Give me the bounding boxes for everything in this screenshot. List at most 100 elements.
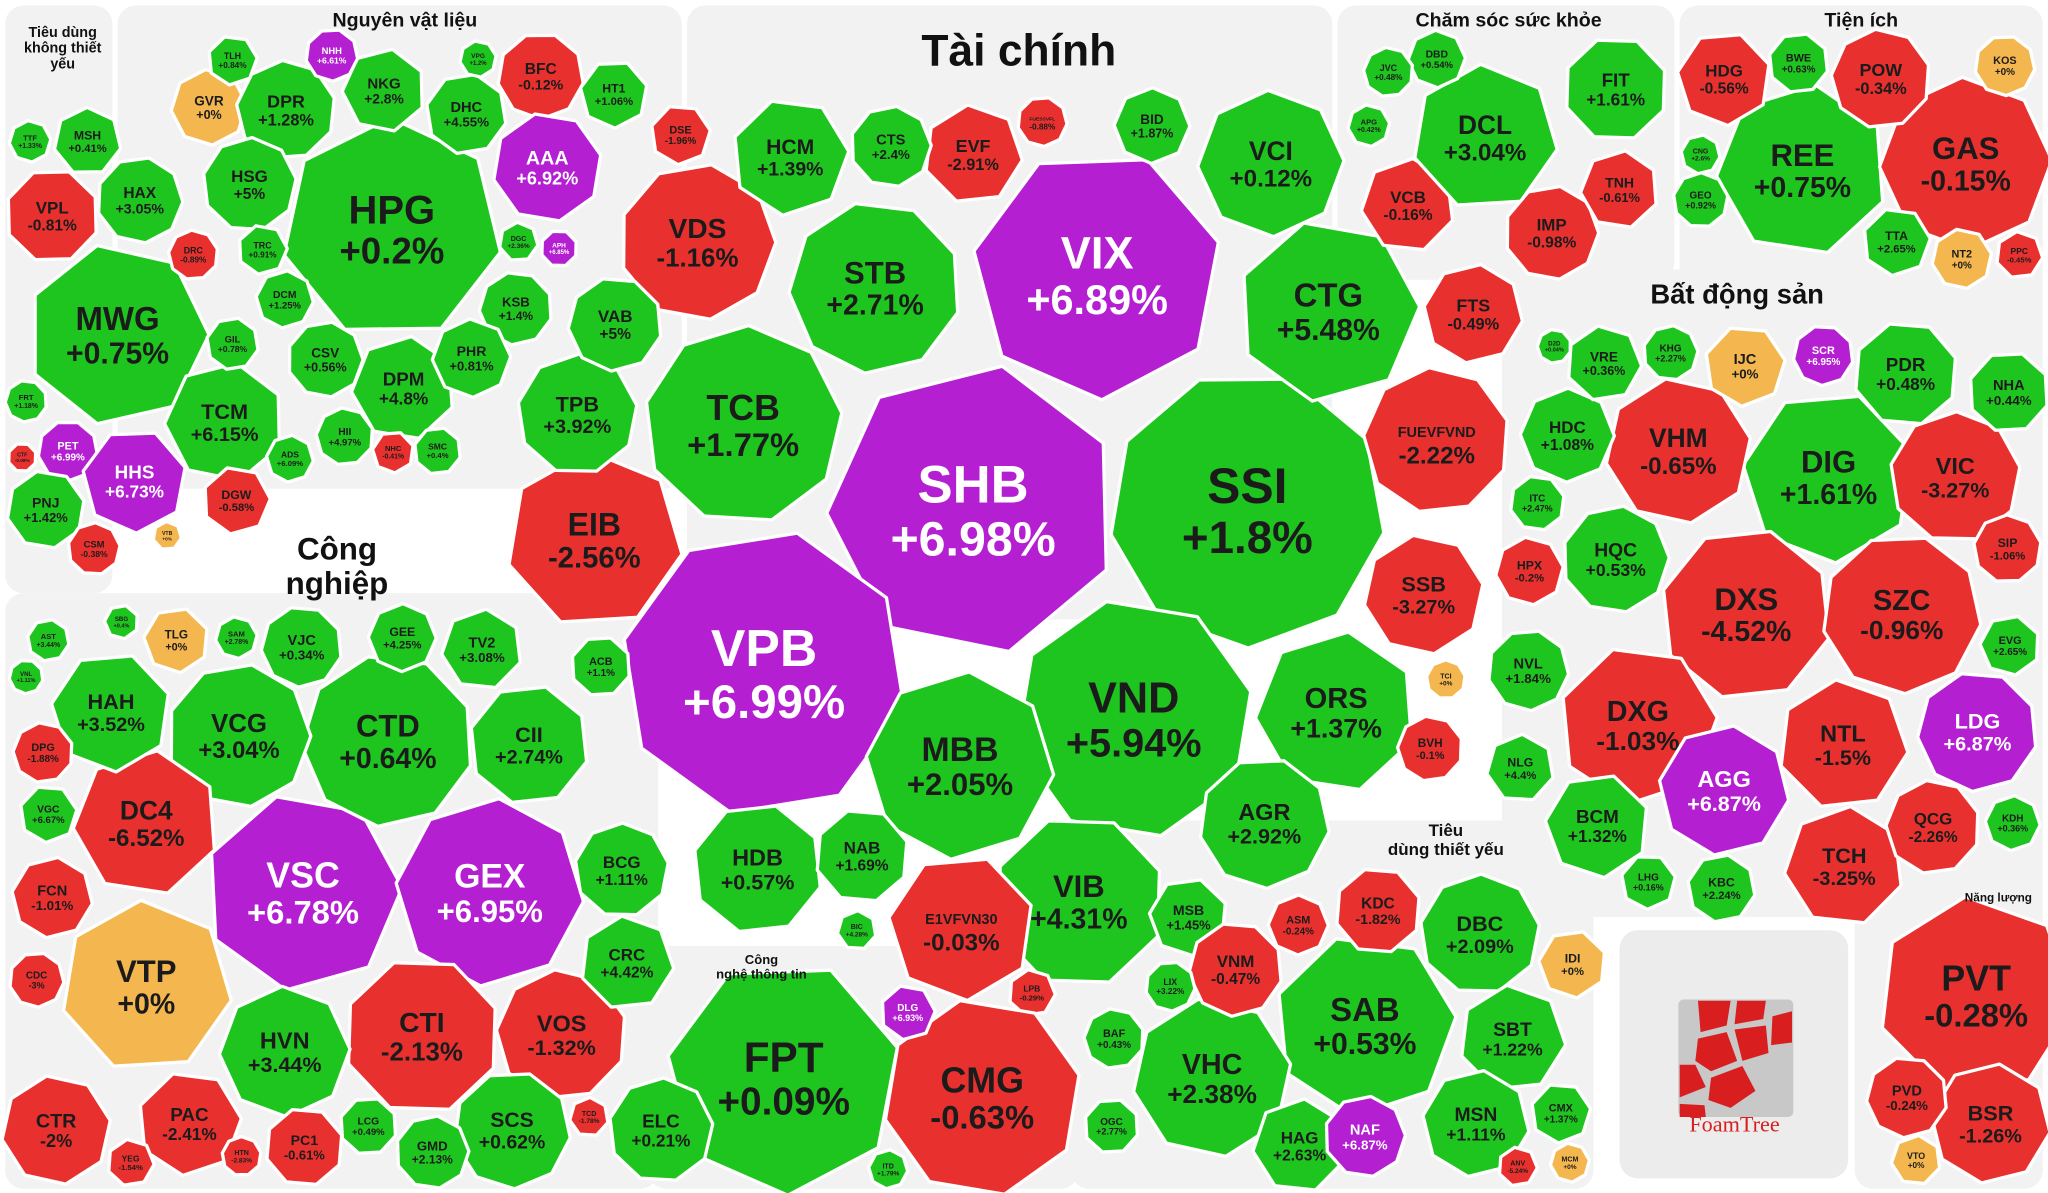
stock-cell-apg[interactable]: APG+0.42% bbox=[1346, 103, 1392, 149]
stock-cell-sip[interactable]: SIP-1.06% bbox=[1972, 513, 2043, 583]
stock-cell-lcg[interactable]: LCG+0.49% bbox=[339, 1097, 398, 1155]
stock-cell-nvl[interactable]: NVL+1.84% bbox=[1487, 629, 1571, 713]
stock-cell-dcm[interactable]: DCM+1.25% bbox=[254, 269, 315, 330]
stock-cell-hvn[interactable]: HVN+3.44% bbox=[217, 984, 352, 1119]
stock-cell-vtb[interactable]: VTB+0% bbox=[151, 519, 184, 551]
stock-cell-cti[interactable]: CTI-2.13% bbox=[346, 961, 497, 1111]
stock-cell-ttf[interactable]: TTF+1.33% bbox=[7, 118, 53, 164]
stock-cell-hsg[interactable]: HSG+5% bbox=[202, 135, 298, 232]
stock-cell-dpr[interactable]: DPR+1.28% bbox=[235, 58, 336, 160]
stock-cell-ldg[interactable]: LDG+6.87% bbox=[1916, 672, 2038, 794]
stock-cell-dpm[interactable]: DPM+4.8% bbox=[349, 334, 454, 440]
stock-cell-hah[interactable]: HAH+3.52% bbox=[49, 654, 170, 774]
stock-cell-evf[interactable]: EVF-2.91% bbox=[924, 103, 1024, 203]
stock-cell-scs[interactable]: SCS+0.62% bbox=[453, 1072, 572, 1191]
stock-cell-tch[interactable]: TCH-3.25% bbox=[1782, 804, 1903, 925]
stock-cell-kdh[interactable]: KDH+0.36% bbox=[1983, 794, 2042, 853]
stock-cell-hpx[interactable]: HPX-0.2% bbox=[1494, 535, 1565, 607]
stock-cell-ctr[interactable]: CTR-2% bbox=[0, 1074, 112, 1186]
stock-cell-gas[interactable]: GAS-0.15% bbox=[1877, 75, 2048, 252]
stock-cell-vic[interactable]: VIC-3.27% bbox=[1889, 410, 2022, 541]
stock-cell-lhg[interactable]: LHG+0.16% bbox=[1620, 855, 1677, 911]
stock-cell-agg[interactable]: AGG+6.87% bbox=[1657, 724, 1791, 857]
stock-cell-e1vfvn30[interactable]: E1VFVN30 -0.03% bbox=[887, 857, 1033, 1003]
stock-cell-aaa[interactable]: AAA+6.92% bbox=[492, 112, 603, 223]
stock-cell-vjc[interactable]: VJC+0.34% bbox=[259, 606, 343, 689]
stock-cell-trc[interactable]: TRC+0.91% bbox=[238, 224, 289, 276]
stock-cell-hcm[interactable]: HCM+1.39% bbox=[733, 99, 851, 217]
stock-cell-cmx[interactable]: CMX+1.37% bbox=[1530, 1083, 1593, 1145]
stock-cell-evg[interactable]: EVG+2.65% bbox=[1978, 614, 2040, 677]
stock-cell-hag[interactable]: HAG+2.63% bbox=[1251, 1097, 1346, 1192]
stock-cell-fcn[interactable]: FCN-1.01% bbox=[10, 855, 94, 940]
stock-cell-hii[interactable]: HII+4.97% bbox=[314, 406, 375, 466]
stock-cell-dbd[interactable]: DBD+0.54% bbox=[1406, 28, 1468, 90]
stock-cell-drc[interactable]: DRC-0.89% bbox=[166, 228, 219, 281]
stock-cell-hax[interactable]: HAX+3.05% bbox=[96, 156, 185, 245]
stock-cell-bid[interactable]: BID+1.87% bbox=[1112, 86, 1192, 166]
stock-cell-pow[interactable]: POW-0.34% bbox=[1829, 27, 1931, 129]
stock-cell-cdc[interactable]: CDC-3% bbox=[8, 951, 66, 1009]
stock-cell-pac[interactable]: PAC-2.41% bbox=[138, 1072, 244, 1178]
stock-cell-ssi[interactable]: SSI+1.8% bbox=[1109, 377, 1386, 650]
stock-cell-vds[interactable]: VDS-1.16% bbox=[622, 163, 778, 321]
stock-cell-imp[interactable]: IMP-0.98% bbox=[1505, 184, 1601, 281]
stock-cell-vcg[interactable]: VCG+3.04% bbox=[169, 663, 313, 809]
stock-cell-ors[interactable]: ORS+1.37% bbox=[1253, 630, 1414, 792]
stock-cell-mbb[interactable]: MBB+2.05% bbox=[864, 670, 1056, 861]
stock-cell-ast[interactable]: AST+3.44% bbox=[26, 618, 71, 663]
stock-cell-stb[interactable]: STB+2.71% bbox=[787, 201, 960, 375]
stock-cell-pvd[interactable]: PVD-0.24% bbox=[1864, 1056, 1948, 1140]
stock-cell-bic[interactable]: BIC+4.28% bbox=[835, 908, 878, 951]
stock-cell-tcb[interactable]: TCB+1.77% bbox=[644, 323, 844, 522]
stock-cell-nlg[interactable]: NLG+4.4% bbox=[1485, 732, 1555, 802]
stock-cell-csm[interactable]: CSM-0.38% bbox=[66, 521, 122, 576]
stock-cell-hdb[interactable]: HDB+0.57% bbox=[693, 804, 822, 934]
stock-cell-vsc[interactable]: VSC+6.78% bbox=[209, 795, 404, 992]
stock-cell-ppc[interactable]: PPC-0.45% bbox=[1995, 229, 2045, 279]
stock-cell-frt[interactable]: FRT+1.18% bbox=[3, 379, 48, 424]
stock-cell-dgw[interactable]: DGW-0.58% bbox=[203, 466, 272, 536]
stock-cell-msh[interactable]: MSH+0.41% bbox=[52, 105, 123, 174]
stock-cell-itc[interactable]: ITC+2.47% bbox=[1509, 474, 1566, 532]
stock-cell-gex[interactable]: GEX+6.95% bbox=[394, 797, 586, 988]
stock-cell-nab[interactable]: NAB+1.69% bbox=[815, 809, 909, 903]
stock-cell-crc[interactable]: CRC+4.42% bbox=[580, 914, 676, 1009]
stock-cell-cts[interactable]: CTS+2.4% bbox=[850, 104, 933, 188]
stock-cell-dgc[interactable]: DGC+2.36% bbox=[498, 220, 540, 262]
stock-cell-ogc[interactable]: OGC+2.77% bbox=[1084, 1098, 1140, 1154]
stock-cell-ijc[interactable]: IJC+0% bbox=[1704, 326, 1787, 408]
stock-cell-sab[interactable]: SAB+0.53% bbox=[1277, 937, 1458, 1118]
stock-cell-tnh[interactable]: TNH-0.61% bbox=[1578, 149, 1658, 229]
stock-cell-pvt[interactable]: PVT-0.28% bbox=[1880, 895, 2048, 1091]
stock-cell-fpt[interactable]: FPT+0.09% bbox=[666, 968, 899, 1193]
stock-cell-bfc[interactable]: BFC-0.12% bbox=[496, 33, 585, 121]
stock-cell-anv[interactable]: ANV-5.24% bbox=[1497, 1145, 1539, 1188]
stock-cell-vto[interactable]: VTO+0% bbox=[1889, 1133, 1942, 1186]
stock-cell-pdr[interactable]: PDR+0.48% bbox=[1854, 322, 1958, 426]
stock-cell-cii[interactable]: CII+2.74% bbox=[469, 685, 589, 804]
stock-cell-pc1[interactable]: PC1-0.61% bbox=[265, 1108, 344, 1187]
stock-cell-qcg[interactable]: QCG-2.26% bbox=[1884, 778, 1980, 875]
stock-cell-gil[interactable]: GIL+0.78% bbox=[205, 316, 260, 371]
stock-cell-naf[interactable]: NAF+6.87% bbox=[1324, 1094, 1408, 1178]
stock-cell-dpg[interactable]: DPG-1.88% bbox=[11, 721, 74, 784]
stock-cell-kos[interactable]: KOS+0% bbox=[1973, 35, 2037, 98]
stock-cell-lix[interactable]: LIX+3.22% bbox=[1144, 960, 1197, 1013]
stock-cell-itd[interactable]: ITD+1.79% bbox=[867, 1148, 910, 1191]
stock-cell-asm[interactable]: ASM-0.24% bbox=[1266, 893, 1330, 957]
stock-cell-dxs[interactable]: DXS-4.52% bbox=[1661, 529, 1831, 699]
stock-cell-ctf[interactable]: CTF-0.08% bbox=[7, 442, 38, 473]
stock-cell-vpg[interactable]: VPG+1.2% bbox=[458, 39, 498, 79]
stock-cell-kbc[interactable]: KBC+2.24% bbox=[1686, 853, 1757, 924]
stock-cell-hhs[interactable]: HHS+6.73% bbox=[81, 431, 187, 535]
stock-cell-smc[interactable]: SMC+0.4% bbox=[413, 426, 462, 476]
stock-cell-vnm[interactable]: VNM-0.47% bbox=[1187, 922, 1283, 1018]
stock-cell-ssb[interactable]: SSB-3.27% bbox=[1362, 533, 1485, 656]
stock-cell-ctd[interactable]: CTD+0.64% bbox=[300, 655, 473, 829]
stock-cell-gee[interactable]: GEE+4.25% bbox=[366, 602, 438, 674]
stock-cell-d2d[interactable]: D2D+0.04% bbox=[1535, 328, 1572, 365]
stock-cell-vab[interactable]: VAB+5% bbox=[566, 277, 663, 373]
stock-cell-tv2[interactable]: TV2+3.08% bbox=[440, 607, 522, 690]
stock-cell-vhc[interactable]: VHC+2.38% bbox=[1131, 997, 1293, 1158]
